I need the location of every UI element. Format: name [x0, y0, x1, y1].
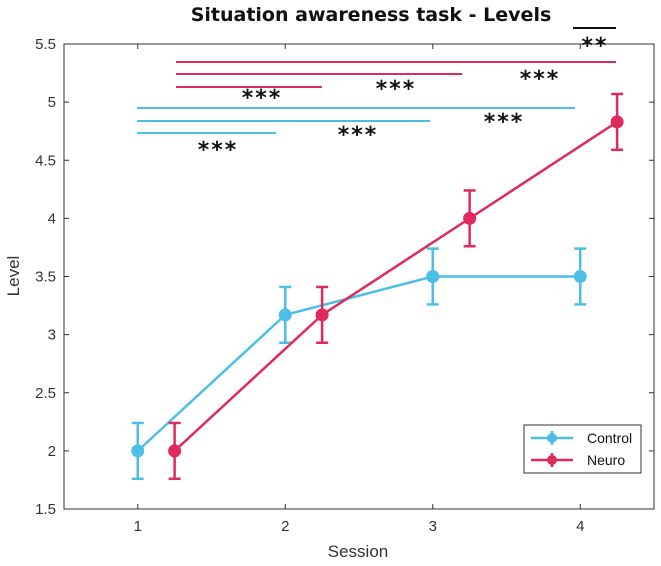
y-tick-label: 2.5 — [35, 385, 56, 402]
chart: Situation awareness task - Levels 1.5 2 2.… — [0, 0, 661, 566]
data-point-control — [574, 270, 587, 283]
data-point-neuro — [463, 212, 476, 225]
y-tick-label: 4 — [48, 210, 56, 227]
significance-stars: *** — [338, 123, 379, 148]
legend-marker — [547, 433, 557, 443]
x-tick-label: 1 — [134, 518, 142, 535]
legend-marker — [547, 455, 557, 465]
y-tick-label: 3 — [48, 327, 56, 344]
data-point-control — [426, 270, 439, 283]
y-tick-label: 2 — [48, 443, 56, 460]
data-point-control — [131, 444, 144, 457]
data-point-neuro — [611, 115, 624, 128]
legend: Control Neuro — [524, 425, 641, 473]
data-point-neuro — [168, 444, 181, 457]
y-tick-label: 5.5 — [35, 36, 56, 53]
x-tick-label: 2 — [281, 518, 289, 535]
y-tick-label: 4.5 — [35, 152, 56, 169]
significance-stars: *** — [242, 86, 283, 111]
significance-brackets: ************ *** ***** — [137, 28, 616, 163]
significance-stars: *** — [520, 67, 561, 92]
y-tick-label: 5 — [48, 94, 56, 111]
chart-title: Situation awareness task - Levels — [191, 4, 552, 26]
legend-label-control: Control — [587, 430, 632, 446]
y-tick-label: 3.5 — [35, 269, 56, 286]
legend-label-neuro: Neuro — [587, 452, 625, 468]
significance-stars: *** — [376, 77, 417, 102]
significance-stars: ** — [581, 34, 608, 59]
data-point-control — [279, 308, 292, 321]
x-tick-label: 4 — [576, 518, 584, 535]
y-tick-label: 1.5 — [35, 501, 56, 518]
significance-stars: *** — [198, 138, 239, 163]
y-axis-label: Level — [4, 256, 23, 297]
x-axis-label: Session — [328, 542, 388, 561]
data-point-neuro — [316, 308, 329, 321]
significance-stars: *** — [484, 110, 525, 135]
x-tick-label: 3 — [429, 518, 437, 535]
